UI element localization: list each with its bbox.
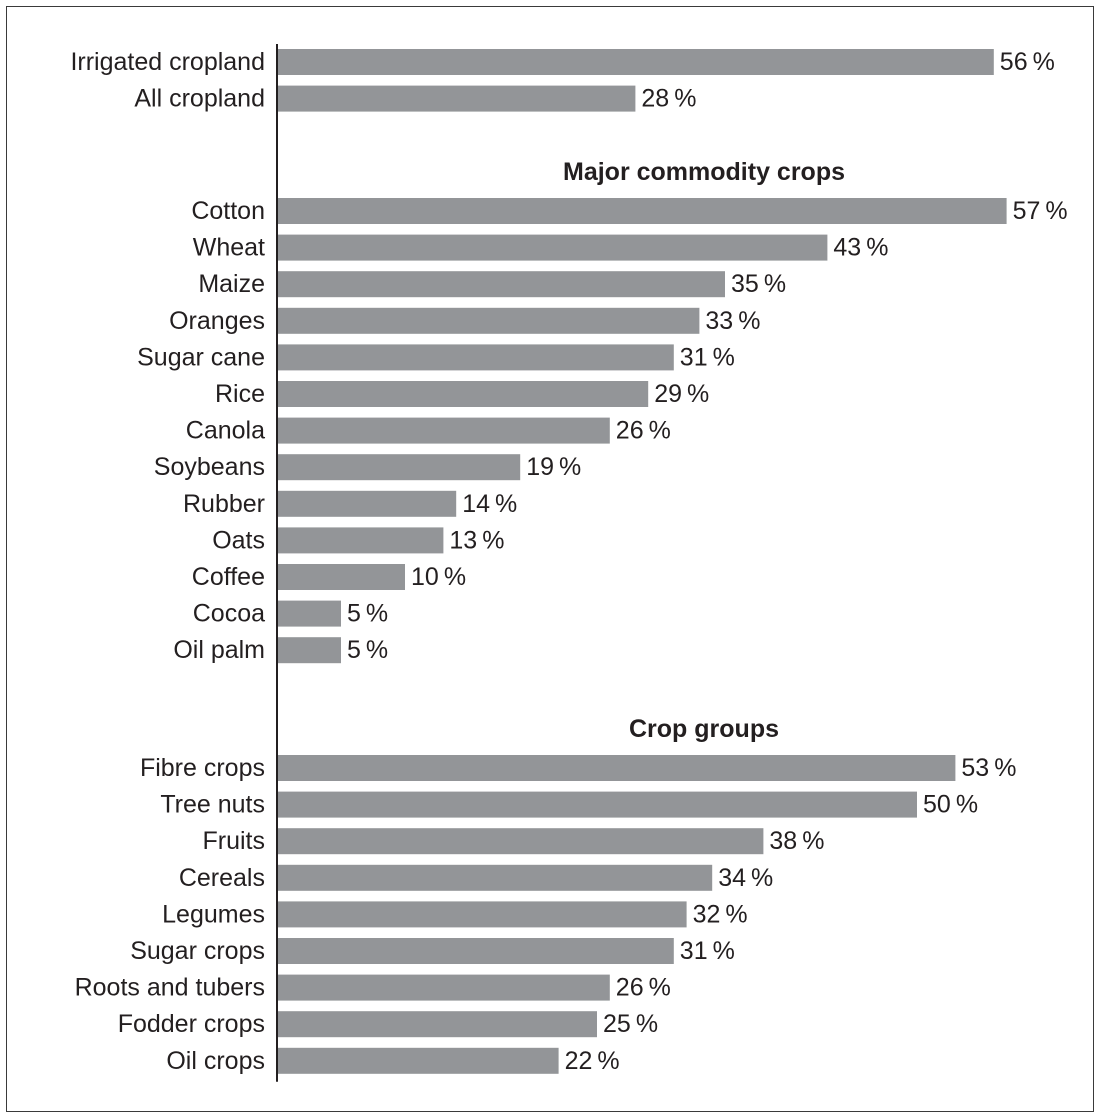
bar — [277, 864, 713, 891]
group-heading: Major commodity crops — [563, 158, 845, 186]
category-label: Sugar cane — [137, 343, 265, 371]
category-label: Roots and tubers — [75, 974, 265, 1002]
bar — [277, 828, 764, 855]
value-label: 31 % — [680, 343, 735, 371]
category-label: Wheat — [193, 234, 265, 262]
value-labels: 56 % 28 % 57 % 43 % 35 % 33 % 31 % 29 % 26 % 19 %… — [347, 48, 1068, 1075]
category-label: Rice — [215, 380, 265, 408]
value-label: 5 % — [347, 600, 388, 628]
value-label: 31 % — [680, 937, 735, 965]
category-label: Canola — [186, 417, 265, 445]
value-label: 34 % — [718, 864, 773, 892]
category-label: Cocoa — [193, 600, 265, 628]
bar — [277, 637, 341, 664]
bar — [277, 974, 610, 1001]
bar — [277, 49, 994, 75]
bar — [277, 755, 956, 781]
category-label: Cereals — [179, 864, 265, 892]
value-label: 29 % — [654, 380, 709, 408]
category-label: Tree nuts — [160, 791, 265, 819]
category-label: All cropland — [134, 85, 265, 113]
value-label: 33 % — [705, 307, 760, 335]
value-label: 26 % — [616, 417, 671, 445]
category-labels: Irrigated cropland All cropland Cotton Whea… — [70, 48, 265, 1075]
group-heading: Crop groups — [629, 715, 779, 743]
category-label: Fruits — [203, 827, 266, 855]
bar — [277, 490, 457, 517]
category-label: Coffee — [192, 563, 265, 591]
bar — [277, 527, 444, 554]
bar — [277, 417, 610, 444]
bar — [277, 791, 917, 818]
value-label: 50 % — [923, 791, 978, 819]
value-label: 10 % — [411, 563, 466, 591]
value-label: 19 % — [526, 453, 581, 481]
value-label: 43 % — [833, 234, 888, 262]
category-label: Soybeans — [154, 453, 265, 481]
value-label: 57 % — [1013, 197, 1068, 225]
bar — [277, 901, 687, 928]
value-label: 13 % — [449, 526, 504, 554]
value-label: 32 % — [693, 900, 748, 928]
bar — [277, 1047, 559, 1074]
category-label: Fodder crops — [118, 1010, 265, 1038]
value-label: 14 % — [462, 490, 517, 518]
category-label: Oil palm — [173, 636, 265, 664]
value-label: 38 % — [769, 827, 824, 855]
bar — [277, 198, 1007, 224]
bar — [277, 600, 341, 627]
category-label: Legumes — [162, 900, 265, 928]
category-label: Irrigated cropland — [70, 48, 265, 76]
value-label: 35 % — [731, 270, 786, 298]
bar — [277, 344, 674, 371]
category-label: Oats — [212, 526, 265, 554]
category-label: Fibre crops — [140, 754, 265, 782]
bar — [277, 1011, 597, 1038]
category-label: Maize — [198, 270, 265, 298]
group-headings: Major commodity crops Crop groups — [563, 158, 845, 743]
value-label: 22 % — [565, 1047, 620, 1075]
category-label: Sugar crops — [130, 937, 265, 965]
bar — [277, 307, 700, 334]
bar — [277, 564, 405, 590]
category-label: Oranges — [169, 307, 265, 335]
bar — [277, 938, 674, 964]
bar — [277, 234, 828, 261]
bar — [277, 381, 649, 407]
bar — [277, 454, 521, 481]
value-label: 53 % — [961, 754, 1016, 782]
value-label: 25 % — [603, 1010, 658, 1038]
category-label: Cotton — [191, 197, 265, 225]
bars — [277, 49, 1007, 1074]
category-label: Rubber — [183, 490, 265, 518]
value-label: 56 % — [1000, 48, 1055, 76]
bar — [277, 271, 725, 298]
category-label: Oil crops — [166, 1047, 265, 1075]
value-label: 28 % — [641, 85, 696, 113]
value-label: 26 % — [616, 974, 671, 1002]
bar — [277, 85, 636, 112]
chart-frame — [6, 6, 1094, 1112]
value-label: 5 % — [347, 636, 388, 664]
